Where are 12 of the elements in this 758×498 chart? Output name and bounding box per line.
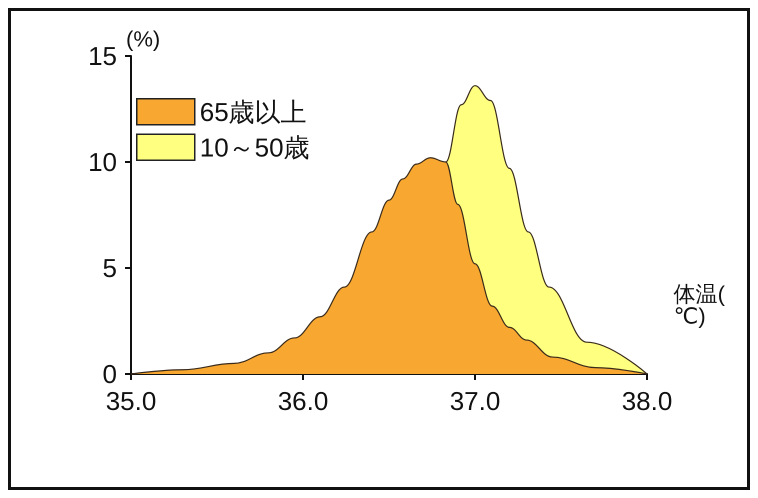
y-tick-label: 0 <box>102 359 117 389</box>
x-tick-label: 38.0 <box>622 386 672 416</box>
x-tick-label: 35.0 <box>106 386 156 416</box>
y-tick-label: 5 <box>102 253 117 283</box>
y-axis-title: (%) <box>126 26 160 52</box>
legend-label: 10～50歳 <box>200 132 310 162</box>
y-tick-label: 15 <box>88 41 117 71</box>
y-tick-label: 10 <box>88 147 117 177</box>
x-axis-title: 体温(℃) <box>674 282 726 328</box>
x-tick-label: 36.0 <box>278 386 328 416</box>
legend-label: 65歳以上 <box>200 96 307 127</box>
x-tick-label: 37.0 <box>450 386 500 416</box>
